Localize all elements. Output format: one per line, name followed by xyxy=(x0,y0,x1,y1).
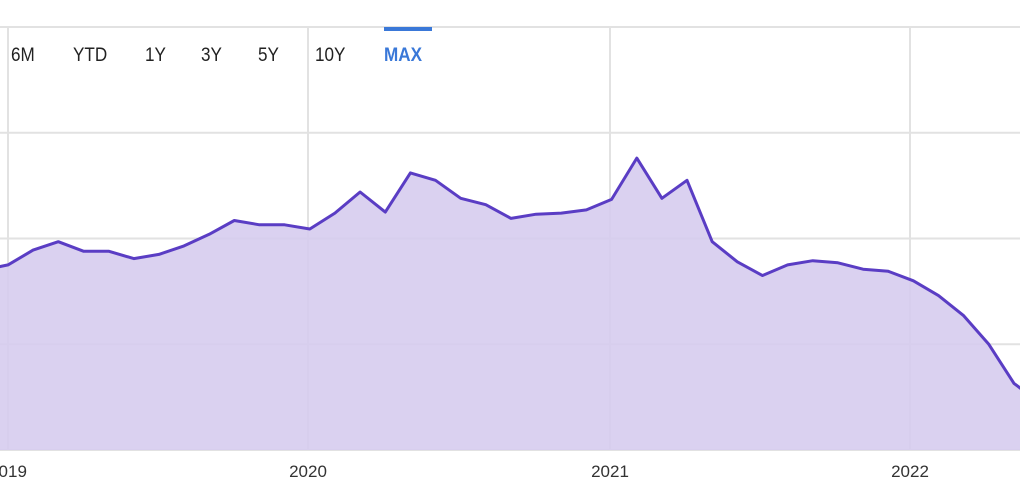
range-6m-button[interactable]: 6M xyxy=(11,45,35,66)
range-1y-button[interactable]: 1Y xyxy=(145,45,166,66)
x-tick-label: 2019 xyxy=(0,462,27,481)
range-ytd-button[interactable]: YTD xyxy=(73,45,108,66)
range-10y-button[interactable]: 10Y xyxy=(315,45,346,66)
range-3y-button[interactable]: 3Y xyxy=(201,45,222,66)
range-5y-button[interactable]: 5Y xyxy=(258,45,279,66)
area-fill xyxy=(0,158,1020,450)
range-max-button[interactable]: MAX xyxy=(384,45,423,66)
selected-range-indicator xyxy=(384,27,432,31)
x-tick-label: 2022 xyxy=(891,462,929,481)
x-tick-label: 2021 xyxy=(591,462,629,481)
x-tick-label: 2020 xyxy=(289,462,327,481)
